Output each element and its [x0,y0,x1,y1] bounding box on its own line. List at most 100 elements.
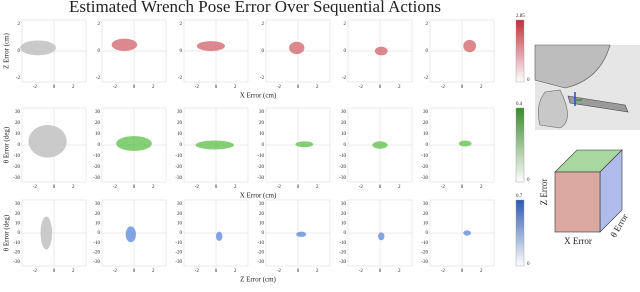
y-axis-label: Z Error (cm) [3,32,11,68]
y-tick-label: 0 [18,49,21,54]
x-tick-label: -2 [195,269,200,274]
x-tick-label: 0 [297,269,300,274]
y-tick-label: 20 [177,121,183,126]
y-tick-label: -2 [424,76,429,81]
y-tick-label: -30 [421,176,428,181]
y-tick-label: -30 [257,176,264,181]
y-tick-label: -30 [13,176,20,181]
colorbar [515,199,525,267]
y-tick-label: -20 [257,250,264,255]
x-tick-label: 2 [316,85,319,90]
y-tick-label: -20 [175,165,182,170]
y-tick-label: 20 [341,212,347,217]
density-blob [463,39,477,53]
y-tick-label: -20 [421,250,428,255]
x-tick-label: -2 [113,85,118,90]
x-tick-label: -2 [113,269,118,274]
y-tick-label: 0 [426,143,429,148]
x-tick-label: 2 [316,185,319,190]
y-tick-label: 0 [18,231,21,236]
y-tick-label: -30 [175,260,182,265]
y-tick-label: 10 [341,221,347,226]
x-tick-label: 2 [72,185,75,190]
y-tick-label: -10 [93,241,100,246]
x-tick-label: 2 [398,269,401,274]
y-tick-label: 0 [262,143,265,148]
y-tick-label: 30 [15,202,21,207]
y-tick-label: 30 [259,110,265,115]
x-tick-label: 0 [461,85,464,90]
x-tick-label: 2 [72,269,75,274]
y-tick-label: -30 [339,176,346,181]
x-axis-label: X Error (cm) [240,192,277,200]
density-blob [289,41,305,55]
y-tick-label: -10 [339,154,346,159]
cube-front-label: X Error [564,236,592,246]
y-tick-label: 0 [98,231,101,236]
colorbar [515,107,525,183]
y-tick-label: 10 [15,132,21,137]
colorbar [515,19,525,83]
y-tick-label: 10 [259,132,265,137]
y-tick-label: 2 [262,22,265,27]
y-tick-label: 0 [262,231,265,236]
y-tick-label: 20 [259,212,265,217]
y-tick-label: -2 [178,76,183,81]
y-tick-label: 0 [426,231,429,236]
x-tick-label: -2 [441,85,446,90]
y-tick-label: 30 [259,202,265,207]
y-tick-label: 0 [180,49,183,54]
y-tick-label: -30 [93,260,100,265]
y-tick-label: 20 [177,212,183,217]
y-tick-label: 0 [98,143,101,148]
x-tick-label: 2 [234,85,237,90]
x-tick-label: 2 [72,85,75,90]
x-tick-label: 0 [297,185,300,190]
y-tick-label: 30 [95,110,101,115]
x-tick-label: -2 [113,185,118,190]
figure-title: Estimated Wrench Pose Error Over Sequent… [69,0,441,16]
y-tick-label: -20 [13,250,20,255]
x-tick-label: 2 [152,85,155,90]
y-tick-label: 2 [344,22,347,27]
y-tick-label: 20 [15,212,21,217]
x-tick-label: -2 [33,269,38,274]
y-tick-label: 2 [18,22,21,27]
y-tick-label: 20 [95,121,101,126]
x-tick-label: 0 [53,185,56,190]
y-tick-label: -20 [257,165,264,170]
x-tick-label: 0 [461,185,464,190]
x-tick-label: -2 [195,85,200,90]
y-tick-label: 0 [344,231,347,236]
cube-left-label: Z Error [539,179,549,206]
x-tick-label: 2 [480,185,483,190]
y-tick-label: 30 [341,202,347,207]
y-tick-label: 30 [177,202,183,207]
x-tick-label: -2 [441,185,446,190]
y-tick-label: -10 [13,241,20,246]
y-tick-label: -20 [175,250,182,255]
y-tick-label: 20 [15,121,21,126]
x-tick-label: -2 [277,269,282,274]
density-blob [195,140,234,150]
y-tick-label: -10 [421,154,428,159]
y-tick-label: -2 [16,76,21,81]
y-tick-label: 20 [341,121,347,126]
x-tick-label: 0 [297,85,300,90]
x-tick-label: 0 [215,269,218,274]
density-blob [216,231,223,241]
density-blob [125,226,136,243]
y-tick-label: 10 [177,132,183,137]
colorbar-min: 0 [527,78,530,83]
colorbar-max: 2.85 [516,14,525,19]
y-tick-label: -10 [257,154,264,159]
density-blob [463,230,471,236]
y-tick-label: -20 [93,165,100,170]
y-tick-label: 30 [341,110,347,115]
x-tick-label: -2 [277,185,282,190]
x-tick-label: 0 [379,85,382,90]
y-tick-label: -20 [339,250,346,255]
x-tick-label: 0 [53,85,56,90]
y-tick-label: -2 [260,76,265,81]
